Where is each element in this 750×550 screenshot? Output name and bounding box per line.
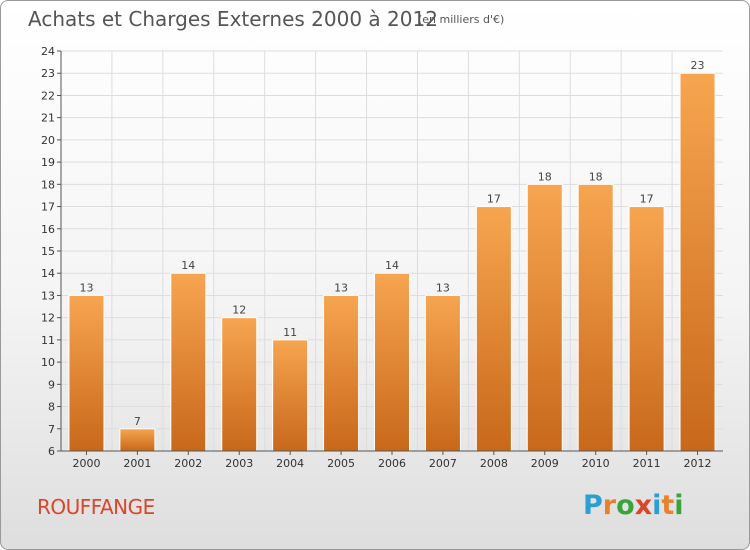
bars <box>68 72 716 452</box>
x-tick-label: 2004 <box>276 457 304 470</box>
y-tick-label: 16 <box>41 223 55 236</box>
bar-2000 <box>68 294 105 452</box>
bar-2004 <box>272 339 309 452</box>
logo-letter: x <box>634 490 653 521</box>
y-tick-label: 20 <box>41 134 55 147</box>
bar-2003 <box>221 317 258 452</box>
y-tick-label: 17 <box>41 201 55 214</box>
data-label: 23 <box>691 59 705 72</box>
y-tick-label: 24 <box>41 45 55 58</box>
logo-letter: o <box>616 490 635 521</box>
data-label: 18 <box>589 170 603 183</box>
y-tick-label: 14 <box>41 267 55 280</box>
bar-2011 <box>628 206 665 452</box>
y-tick-label: 9 <box>48 378 55 391</box>
bar-2007 <box>424 294 461 452</box>
x-tick-label: 2010 <box>582 457 610 470</box>
y-tick-label: 19 <box>41 156 55 169</box>
x-tick-label: 2005 <box>327 457 355 470</box>
data-label: 17 <box>487 193 501 206</box>
data-label: 14 <box>385 259 399 272</box>
logo-letter: i <box>652 490 662 521</box>
y-tick-label: 11 <box>41 334 55 347</box>
x-tick-label: 2009 <box>531 457 559 470</box>
data-label: 13 <box>79 281 93 294</box>
y-tick-label: 23 <box>41 67 55 80</box>
y-tick-label: 6 <box>48 445 55 458</box>
x-tick-label: 2002 <box>174 457 202 470</box>
logo-letter: r <box>602 490 617 521</box>
logo-letter: P <box>583 490 603 521</box>
y-tick-label: 8 <box>48 401 55 414</box>
data-label: 13 <box>436 281 450 294</box>
x-tick-label: 2006 <box>378 457 406 470</box>
x-tick-label: 2003 <box>225 457 253 470</box>
bar-2002 <box>170 272 207 452</box>
y-tick-label: 12 <box>41 312 55 325</box>
bar-2005 <box>323 294 360 452</box>
bar-2006 <box>374 272 410 452</box>
axes <box>57 50 723 455</box>
y-tick-label: 21 <box>41 112 55 125</box>
x-tick-label: 2008 <box>480 457 508 470</box>
y-tick-label: 22 <box>41 89 55 102</box>
bar-2010 <box>577 183 614 452</box>
data-label: 18 <box>538 170 552 183</box>
chart-title: Achats et Charges Externes 2000 à 2012 <box>28 7 438 31</box>
x-tick-label: 2007 <box>429 457 457 470</box>
y-tick-label: 18 <box>41 178 55 191</box>
logo-letter: i <box>674 490 684 521</box>
data-label: 14 <box>181 259 195 272</box>
y-tick-label: 10 <box>41 356 55 369</box>
x-tick-label: 2001 <box>123 457 151 470</box>
labels: 6 7 8 9 10 11 12 13 14 15 16 17 18 19 20 21 22 23 24 13 2000… <box>41 45 712 470</box>
y-tick-label: 13 <box>41 289 55 302</box>
chart-subtitle: (en milliers d'€) <box>418 13 505 26</box>
bar-2012 <box>679 72 716 452</box>
data-label: 11 <box>283 326 297 339</box>
bar-2009 <box>526 183 563 452</box>
logo-letter: t <box>661 490 675 521</box>
y-tick-label: 15 <box>41 245 55 258</box>
y-tick-label: 7 <box>48 423 55 436</box>
proxiti-logo: Proxiti <box>583 490 684 521</box>
x-tick-label: 2000 <box>72 457 100 470</box>
data-label: 7 <box>134 415 141 428</box>
bar-2001 <box>119 428 156 452</box>
data-label: 12 <box>232 304 246 317</box>
data-label: 13 <box>334 281 348 294</box>
place-name: ROUFFANGE <box>37 495 155 519</box>
data-label: 17 <box>640 193 654 206</box>
x-tick-label: 2011 <box>633 457 661 470</box>
x-tick-label: 2012 <box>684 457 712 470</box>
bar-2008 <box>475 206 512 452</box>
